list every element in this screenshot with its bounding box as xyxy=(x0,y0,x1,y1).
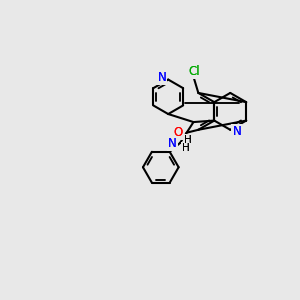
Text: N: N xyxy=(168,137,176,150)
Text: N: N xyxy=(232,125,241,138)
Text: H: H xyxy=(182,143,189,153)
Text: N: N xyxy=(232,125,241,138)
Text: N: N xyxy=(158,71,166,84)
Text: H: H xyxy=(184,135,192,145)
Text: O: O xyxy=(173,126,183,139)
Text: H: H xyxy=(182,143,189,153)
Text: Cl: Cl xyxy=(188,65,200,78)
Text: O: O xyxy=(173,126,183,139)
Text: H: H xyxy=(184,135,192,145)
Text: N: N xyxy=(158,71,166,84)
Text: Cl: Cl xyxy=(188,65,200,78)
Text: N: N xyxy=(168,137,176,150)
